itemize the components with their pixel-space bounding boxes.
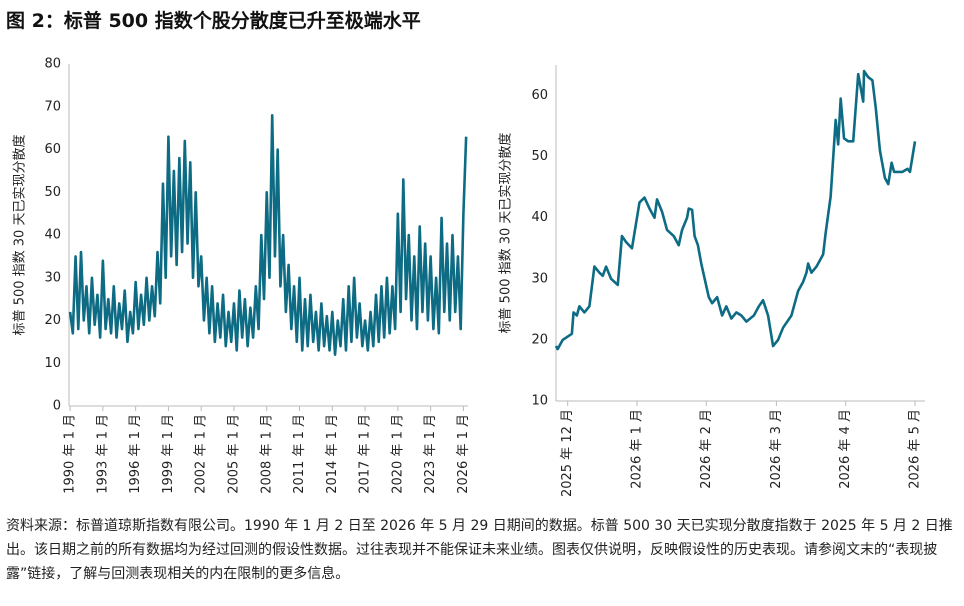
x-tick-label: 2026 年 1 月	[629, 409, 644, 489]
y-tick-label: 0	[53, 399, 61, 414]
data-line	[68, 114, 468, 356]
x-tick-label: 1990 年 1 月	[63, 414, 78, 494]
charts: 0 10 20 30 40 50 60 70 80 1990 年 1 月 1993 年 1 月 199…	[12, 57, 925, 497]
x-tick-label: 2002 年 1 月	[194, 414, 209, 494]
figure-title: 图 2：标普 500 指数个股分散度已升至极端水平	[6, 10, 421, 32]
y-tick-label: 50	[44, 185, 61, 200]
x-tick-label: 2005 年 1 月	[226, 414, 241, 494]
x-tick-label: 1996 年 1 月	[128, 414, 143, 494]
y-tick-label: 40	[44, 228, 61, 243]
x-tick-label: 2011 年 1 月	[292, 414, 307, 494]
x-tick-label: 2020 年 1 月	[390, 414, 405, 494]
x-tick-label: 2026 年 1 月	[456, 414, 471, 494]
y-tick-label: 50	[531, 149, 548, 164]
footnote: 资料来源：标普道琼斯指数有限公司。1990 年 1 月 2 日至 2026 年 …	[6, 518, 953, 582]
y-tick-label: 20	[531, 332, 548, 347]
x-tick-label: 2026 年 2 月	[699, 409, 714, 489]
y-tick-label: 60	[44, 142, 61, 157]
y-tick-label: 70	[44, 99, 61, 114]
x-tick-label: 2008 年 1 月	[259, 414, 274, 494]
y-tick-label: 30	[44, 270, 61, 285]
x-tick-label: 2026 年 5 月	[907, 409, 922, 489]
y-tick-label: 20	[44, 313, 61, 328]
y-tick-label: 60	[531, 88, 548, 103]
y-tick-label: 30	[531, 271, 548, 286]
x-tick-label: 2026 年 4 月	[838, 409, 853, 489]
y-axis-title: 标普 500 指数 30 天已实现分散度	[12, 135, 28, 336]
x-tick-label: 2025 年 12 月	[560, 409, 575, 497]
y-tick-label: 10	[531, 394, 548, 409]
x-tick-label: 1999 年 1 月	[161, 414, 176, 494]
y-axis-title: 标普 500 指数 30 天已实现分散度	[498, 133, 514, 334]
x-tick-label: 2014 年 1 月	[325, 414, 340, 494]
y-tick-label: 80	[44, 57, 61, 72]
y-tick-label: 40	[531, 210, 548, 225]
data-line	[554, 69, 917, 351]
x-tick-label: 2017 年 1 月	[358, 414, 373, 494]
x-tick-label: 2026 年 3 月	[769, 409, 784, 489]
y-tick-label: 10	[44, 356, 61, 371]
x-tick-label: 1993 年 1 月	[95, 414, 110, 494]
x-tick-label: 2023 年 1 月	[423, 414, 438, 494]
